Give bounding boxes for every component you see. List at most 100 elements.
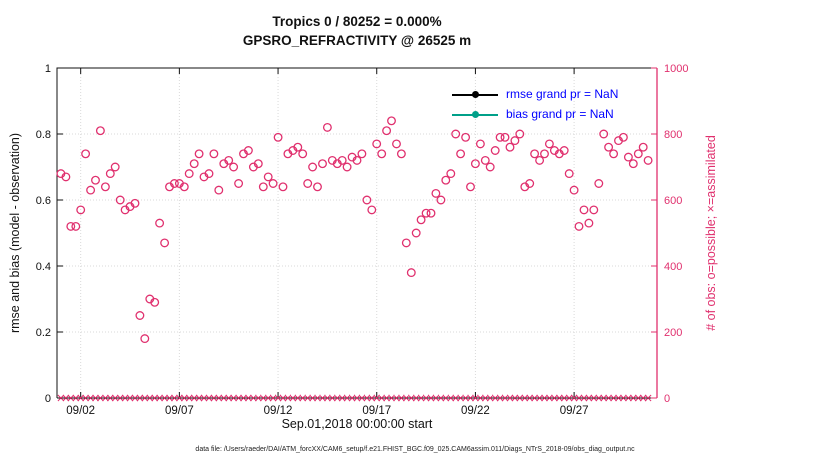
bias-line-marker-icon [452, 110, 498, 119]
possible-obs-point [628, 159, 638, 169]
possible-obs-point [110, 162, 120, 172]
chart-title: Tropics 0 / 80252 = 0.000% GPSRO_REFRACT… [57, 12, 657, 50]
possible-obs-point [243, 146, 253, 155]
possible-obs-point [609, 149, 619, 159]
chart-title-line2: GPSRO_REFRACTIVITY @ 26525 m [242, 33, 472, 48]
possible-obs-point [411, 228, 421, 238]
possible-obs-point [377, 149, 387, 159]
possible-obs-point [66, 221, 76, 231]
possible-obs-point [510, 136, 520, 146]
possible-obs-point [638, 142, 648, 152]
possible-obs-point [564, 169, 574, 179]
x-tick-label: 09/27 [560, 405, 589, 417]
possible-obs-point [214, 185, 224, 195]
possible-obs-point [372, 139, 382, 149]
possible-obs-point [115, 195, 125, 205]
possible-obs-point [263, 172, 273, 182]
possible-obs-point [530, 149, 540, 159]
possible-obs-point [396, 149, 406, 159]
possible-obs-point [623, 152, 633, 162]
possible-obs-point [268, 179, 278, 188]
possible-obs-point [431, 188, 441, 198]
possible-obs-point [140, 334, 150, 344]
right-tick-label: 600 [664, 195, 682, 207]
possible-obs-point [342, 162, 352, 172]
right-tick-label: 200 [664, 327, 682, 339]
possible-obs-point [421, 208, 431, 218]
right-tick-label: 800 [664, 129, 682, 141]
possible-obs-point [61, 172, 71, 182]
possible-obs-point [490, 146, 500, 155]
possible-obs-point [308, 162, 318, 172]
possible-obs-point [150, 297, 160, 307]
possible-obs-point [367, 205, 377, 215]
possible-obs-point [160, 238, 170, 248]
possible-obs-point [569, 185, 579, 195]
possible-obs-point [86, 185, 96, 195]
data-file-caption: data file: /Users/raeder/DAI/ATM_forcXX/… [195, 446, 635, 453]
possible-obs-point [525, 179, 535, 188]
possible-obs-point [416, 215, 426, 225]
possible-obs-point [604, 142, 614, 152]
possible-obs-point [135, 311, 145, 320]
possible-obs-point [618, 132, 628, 142]
right-axis-label: # of obs: o=possible; ×=assimilated [704, 135, 718, 331]
possible-obs-point [278, 182, 288, 192]
possible-obs-point [318, 159, 327, 169]
possible-obs-point [130, 198, 140, 208]
possible-obs-point [544, 139, 554, 149]
possible-obs-point [461, 132, 471, 142]
possible-obs-point [643, 155, 653, 165]
legend-label-bias: bias grand pr = NaN [506, 107, 614, 121]
possible-obs-point [559, 146, 569, 155]
possible-obs-point [505, 142, 515, 152]
right-tick-label: 400 [664, 261, 682, 273]
possible-obs-point [441, 175, 451, 185]
x-tick-label: 09/12 [264, 405, 293, 417]
possible-obs-point [204, 169, 214, 179]
possible-obs-point [599, 129, 609, 139]
possible-obs-point [406, 268, 416, 278]
possible-obs-point [535, 155, 545, 165]
possible-obs-point [209, 149, 219, 159]
possible-obs-point [234, 179, 244, 188]
possible-obs-point [352, 155, 362, 165]
possible-obs-point [436, 195, 446, 205]
possible-obs-point [451, 129, 461, 139]
x-tick-label: 09/07 [165, 405, 194, 417]
possible-obs-point [184, 169, 194, 179]
left-tick-label: 0.8 [36, 129, 51, 141]
possible-obs-point [426, 208, 436, 218]
possible-obs-point [253, 159, 263, 169]
possible-obs-point [258, 182, 268, 192]
right-tick-label: 1000 [664, 63, 688, 75]
possible-obs-point [298, 149, 308, 159]
possible-obs-point [224, 155, 234, 165]
possible-obs-point [95, 126, 105, 136]
possible-obs-point [293, 142, 303, 152]
left-tick-label: 1 [45, 63, 51, 75]
possible-obs-point [485, 162, 495, 172]
possible-obs-point [179, 182, 189, 192]
possible-obs-point [392, 139, 401, 149]
legend: rmse grand pr = NaN bias grand pr = NaN [452, 84, 618, 124]
possible-obs-point [456, 149, 466, 159]
possible-obs-point [387, 116, 396, 126]
possible-obs-point [313, 182, 322, 192]
possible-obs-point [466, 182, 475, 192]
possible-obs-point [540, 149, 549, 159]
legend-item-rmse: rmse grand pr = NaN [452, 84, 618, 104]
possible-obs-point [584, 218, 594, 228]
legend-item-bias: bias grand pr = NaN [452, 104, 618, 124]
possible-obs-point [362, 195, 372, 205]
chart-title-line1: Tropics 0 / 80252 = 0.000% [272, 14, 442, 29]
possible-obs-point [189, 159, 199, 169]
left-tick-label: 0.2 [36, 327, 51, 339]
possible-obs-point [579, 205, 589, 215]
left-tick-label: 0.6 [36, 195, 51, 207]
possible-obs-point [155, 218, 165, 228]
possible-obs-point [475, 139, 485, 149]
possible-obs-point [303, 179, 313, 188]
